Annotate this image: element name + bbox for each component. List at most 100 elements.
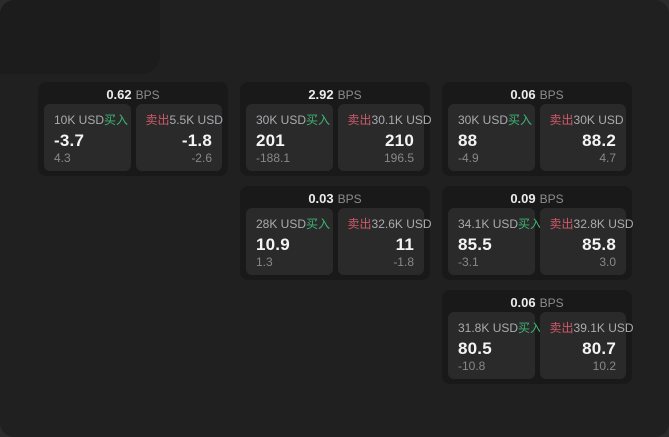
buy-panel[interactable]: 34.1K USD 买入 85.5 -3.1	[448, 208, 542, 275]
buy-price: 201	[256, 131, 285, 150]
buy-panel-top: 31.8K USD 买入	[458, 319, 542, 336]
sell-panel-top: 卖出 32.6K USD	[347, 215, 432, 232]
sell-side-label: 卖出	[549, 113, 574, 127]
buy-amount: 30K USD	[256, 112, 307, 127]
sell-panel[interactable]: 卖出 30K USD 88.2 4.7	[539, 104, 626, 171]
spread-unit-label: BPS	[135, 87, 160, 102]
quote-panels: 31.8K USD 买入 80.5 -10.8 卖出 39.1K USD 80.…	[448, 312, 634, 379]
spread-header: 0.06 BPS	[448, 295, 626, 310]
buy-panel-top: 30K USD 买入	[458, 111, 532, 128]
buy-side-label: 买入	[518, 217, 543, 231]
buy-price: -3.7	[54, 131, 85, 150]
buy-side-label: 买入	[306, 113, 331, 127]
buy-panel[interactable]: 10K USD 买入 -3.7 4.3	[44, 104, 131, 171]
sell-side-label: 卖出	[347, 113, 372, 127]
buy-sub-value: -10.8	[458, 359, 486, 373]
spread-unit-label: BPS	[337, 87, 362, 102]
buy-amount: 31.8K USD	[458, 320, 519, 335]
buy-panel[interactable]: 31.8K USD 买入 80.5 -10.8	[448, 312, 542, 379]
sell-sub-value: 4.7	[599, 151, 616, 165]
buy-panel[interactable]: 28K USD 买入 10.9 1.3	[246, 208, 333, 275]
sell-panel[interactable]: 卖出 30.1K USD 210 196.5	[337, 104, 432, 171]
sell-price: 210	[385, 131, 414, 150]
sell-amount: 39.1K USD	[573, 320, 634, 335]
spread-value: 0.06	[510, 295, 536, 310]
quote-card[interactable]: 0.06 BPS 31.8K USD 买入 80.5 -10.8 卖出 39.1…	[442, 290, 634, 384]
spread-value: 2.92	[308, 87, 334, 102]
buy-side-label: 买入	[518, 321, 543, 335]
sell-price: 88.2	[582, 131, 616, 150]
buy-sub-value: 1.3	[256, 255, 273, 269]
buy-panel-top: 34.1K USD 买入	[458, 215, 542, 232]
buy-sub-value: -3.1	[458, 255, 479, 269]
spread-unit-label: BPS	[539, 191, 564, 206]
spread-header: 0.62 BPS	[44, 87, 222, 102]
sell-amount: 32.8K USD	[573, 216, 634, 231]
sell-panel-top: 卖出 5.5K USD	[145, 111, 223, 128]
spread-unit-label: BPS	[539, 87, 564, 102]
sell-side-label: 卖出	[145, 113, 170, 127]
buy-amount: 34.1K USD	[458, 216, 519, 231]
quote-card[interactable]: 0.06 BPS 30K USD 买入 88 -4.9 卖出 30K USD 8…	[442, 82, 632, 176]
sell-price: 11	[395, 235, 414, 254]
sell-amount: 5.5K USD	[169, 112, 223, 127]
buy-price: 88	[458, 131, 478, 150]
quote-panels: 10K USD 买入 -3.7 4.3 卖出 5.5K USD -1.8 -2.…	[44, 104, 223, 171]
buy-amount: 10K USD	[54, 112, 105, 127]
sell-panel-top: 卖出 30K USD	[549, 111, 624, 128]
buy-sub-value: -4.9	[458, 151, 479, 165]
spread-value: 0.62	[106, 87, 132, 102]
buy-panel[interactable]: 30K USD 买入 88 -4.9	[448, 104, 535, 171]
spread-value: 0.09	[510, 191, 536, 206]
sell-sub-value: 10.2	[592, 359, 616, 373]
spread-value: 0.03	[308, 191, 334, 206]
buy-sub-value: -188.1	[256, 151, 291, 165]
spread-header: 2.92 BPS	[246, 87, 424, 102]
buy-side-label: 买入	[508, 113, 533, 127]
buy-panel-top: 28K USD 买入	[256, 215, 330, 232]
quote-panels: 30K USD 买入 201 -188.1 卖出 30.1K USD 210 1…	[246, 104, 432, 171]
buy-price: 85.5	[458, 235, 492, 254]
quote-panels: 28K USD 买入 10.9 1.3 卖出 32.6K USD 11 -1.8	[246, 208, 432, 275]
sell-side-label: 卖出	[549, 217, 574, 231]
buy-amount: 28K USD	[256, 216, 307, 231]
buy-panel[interactable]: 30K USD 买入 201 -188.1	[246, 104, 333, 171]
sell-panel-top: 卖出 39.1K USD	[549, 319, 634, 336]
quote-card[interactable]: 0.09 BPS 34.1K USD 买入 85.5 -3.1 卖出 32.8K…	[442, 186, 634, 280]
sell-sub-value: 3.0	[599, 255, 616, 269]
buy-side-label: 买入	[306, 217, 331, 231]
spread-unit-label: BPS	[539, 295, 564, 310]
sell-panel[interactable]: 卖出 5.5K USD -1.8 -2.6	[135, 104, 223, 171]
sell-price: 80.7	[582, 339, 616, 358]
buy-price: 10.9	[256, 235, 290, 254]
sell-sub-value: 196.5	[383, 151, 414, 165]
spread-header: 0.06 BPS	[448, 87, 626, 102]
buy-panel-top: 10K USD 买入	[54, 111, 128, 128]
sell-sub-value: -1.8	[393, 255, 414, 269]
cards-grid: 0.62 BPS 10K USD 买入 -3.7 4.3 卖出 5.5K USD…	[38, 82, 634, 384]
sell-side-label: 卖出	[347, 217, 372, 231]
quote-panels: 34.1K USD 买入 85.5 -3.1 卖出 32.8K USD 85.8…	[448, 208, 634, 275]
buy-sub-value: 4.3	[54, 151, 71, 165]
buy-side-label: 买入	[104, 113, 129, 127]
sell-panel[interactable]: 卖出 32.8K USD 85.8 3.0	[539, 208, 634, 275]
spread-header: 0.09 BPS	[448, 191, 626, 206]
sell-panel[interactable]: 卖出 32.6K USD 11 -1.8	[337, 208, 432, 275]
quote-card[interactable]: 2.92 BPS 30K USD 买入 201 -188.1 卖出 30.1K …	[240, 82, 432, 176]
buy-amount: 30K USD	[458, 112, 509, 127]
spread-value: 0.06	[510, 87, 536, 102]
quote-card[interactable]: 0.03 BPS 28K USD 买入 10.9 1.3 卖出 32.6K US…	[240, 186, 432, 280]
sell-price: 85.8	[582, 235, 616, 254]
sell-price: -1.8	[181, 131, 212, 150]
quote-card[interactable]: 0.62 BPS 10K USD 买入 -3.7 4.3 卖出 5.5K USD…	[38, 82, 228, 176]
buy-price: 80.5	[458, 339, 492, 358]
sell-sub-value: -2.6	[191, 151, 212, 165]
quote-panels: 30K USD 买入 88 -4.9 卖出 30K USD 88.2 4.7	[448, 104, 626, 171]
sell-amount: 30.1K USD	[371, 112, 432, 127]
sell-amount: 32.6K USD	[371, 216, 432, 231]
sell-side-label: 卖出	[549, 321, 574, 335]
spread-unit-label: BPS	[337, 191, 362, 206]
spread-header: 0.03 BPS	[246, 191, 424, 206]
sell-panel[interactable]: 卖出 39.1K USD 80.7 10.2	[539, 312, 634, 379]
sell-panel-top: 卖出 32.8K USD	[549, 215, 634, 232]
